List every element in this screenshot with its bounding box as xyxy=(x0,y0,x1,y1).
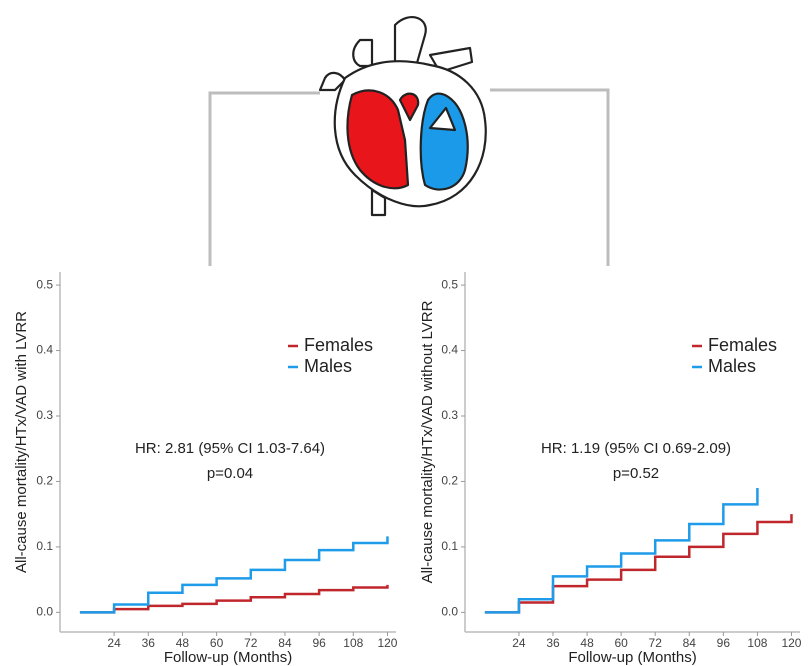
legend-label: Males xyxy=(304,356,352,376)
y-tick-label: 0.0 xyxy=(441,605,458,619)
x-tick-label: 24 xyxy=(107,636,121,650)
y-tick-label: 0.3 xyxy=(36,408,53,422)
y-axis-title: All-cause mortality/HTx/VAD with LVRR xyxy=(13,311,30,573)
x-tick-label: 84 xyxy=(278,636,292,650)
y-tick-label: 0.5 xyxy=(36,277,53,291)
x-tick-label: 108 xyxy=(343,636,363,650)
annotation: HR: 2.81 (95% CI 1.03-7.64) xyxy=(135,440,325,457)
annotation: p=0.04 xyxy=(207,465,253,482)
x-tick-label: 36 xyxy=(546,636,560,650)
x-axis-title: Follow-up (Months) xyxy=(568,649,696,666)
y-tick-label: 0.4 xyxy=(441,343,458,357)
connector-right xyxy=(490,88,610,266)
x-tick-label: 72 xyxy=(649,636,663,650)
series-line xyxy=(484,488,759,614)
y-tick-label: 0.4 xyxy=(36,343,53,357)
connectors xyxy=(208,88,610,266)
annotation: HR: 1.19 (95% CI 0.69-2.09) xyxy=(541,440,731,457)
series-line xyxy=(79,536,389,614)
annotation: p=0.52 xyxy=(613,465,659,482)
x-tick-label: 84 xyxy=(683,636,697,650)
x-tick-label: 60 xyxy=(614,636,628,650)
x-tick-label: 96 xyxy=(717,636,731,650)
x-tick-label: 24 xyxy=(512,636,526,650)
legend-label: Females xyxy=(708,335,777,355)
series-line xyxy=(484,514,793,614)
y-tick-label: 0.3 xyxy=(441,408,458,422)
x-tick-label: 96 xyxy=(312,636,326,650)
x-tick-label: 120 xyxy=(377,636,397,650)
heart-illustration xyxy=(318,15,487,217)
y-tick-label: 0.2 xyxy=(36,474,53,488)
chart-panel: 0.0 0.1 0.2 0.3 0.4 0.5 24 36 48 60 72 84 96 108 120 Fo… xyxy=(13,272,398,666)
y-axis-title: All-cause mortality/HTx/VAD without LVRR xyxy=(419,300,436,583)
y-tick-label: 0.1 xyxy=(36,539,53,553)
y-tick-label: 0.5 xyxy=(441,277,458,291)
legend-label: Females xyxy=(304,335,373,355)
x-tick-label: 108 xyxy=(747,636,767,650)
x-axis-title: Follow-up (Months) xyxy=(164,649,292,666)
chart-panel: 0.0 0.1 0.2 0.3 0.4 0.5 24 36 48 60 72 84 96 108 120 Fo… xyxy=(419,272,802,666)
x-tick-label: 120 xyxy=(781,636,801,650)
x-tick-label: 48 xyxy=(176,636,190,650)
legend-label: Males xyxy=(708,356,756,376)
x-tick-label: 36 xyxy=(142,636,156,650)
series-line xyxy=(79,584,389,614)
x-tick-label: 48 xyxy=(580,636,594,650)
y-tick-label: 0.1 xyxy=(441,539,458,553)
y-tick-label: 0.0 xyxy=(36,605,53,619)
x-tick-label: 60 xyxy=(210,636,224,650)
y-tick-label: 0.2 xyxy=(441,474,458,488)
x-tick-label: 72 xyxy=(244,636,258,650)
connector-left xyxy=(208,91,320,266)
